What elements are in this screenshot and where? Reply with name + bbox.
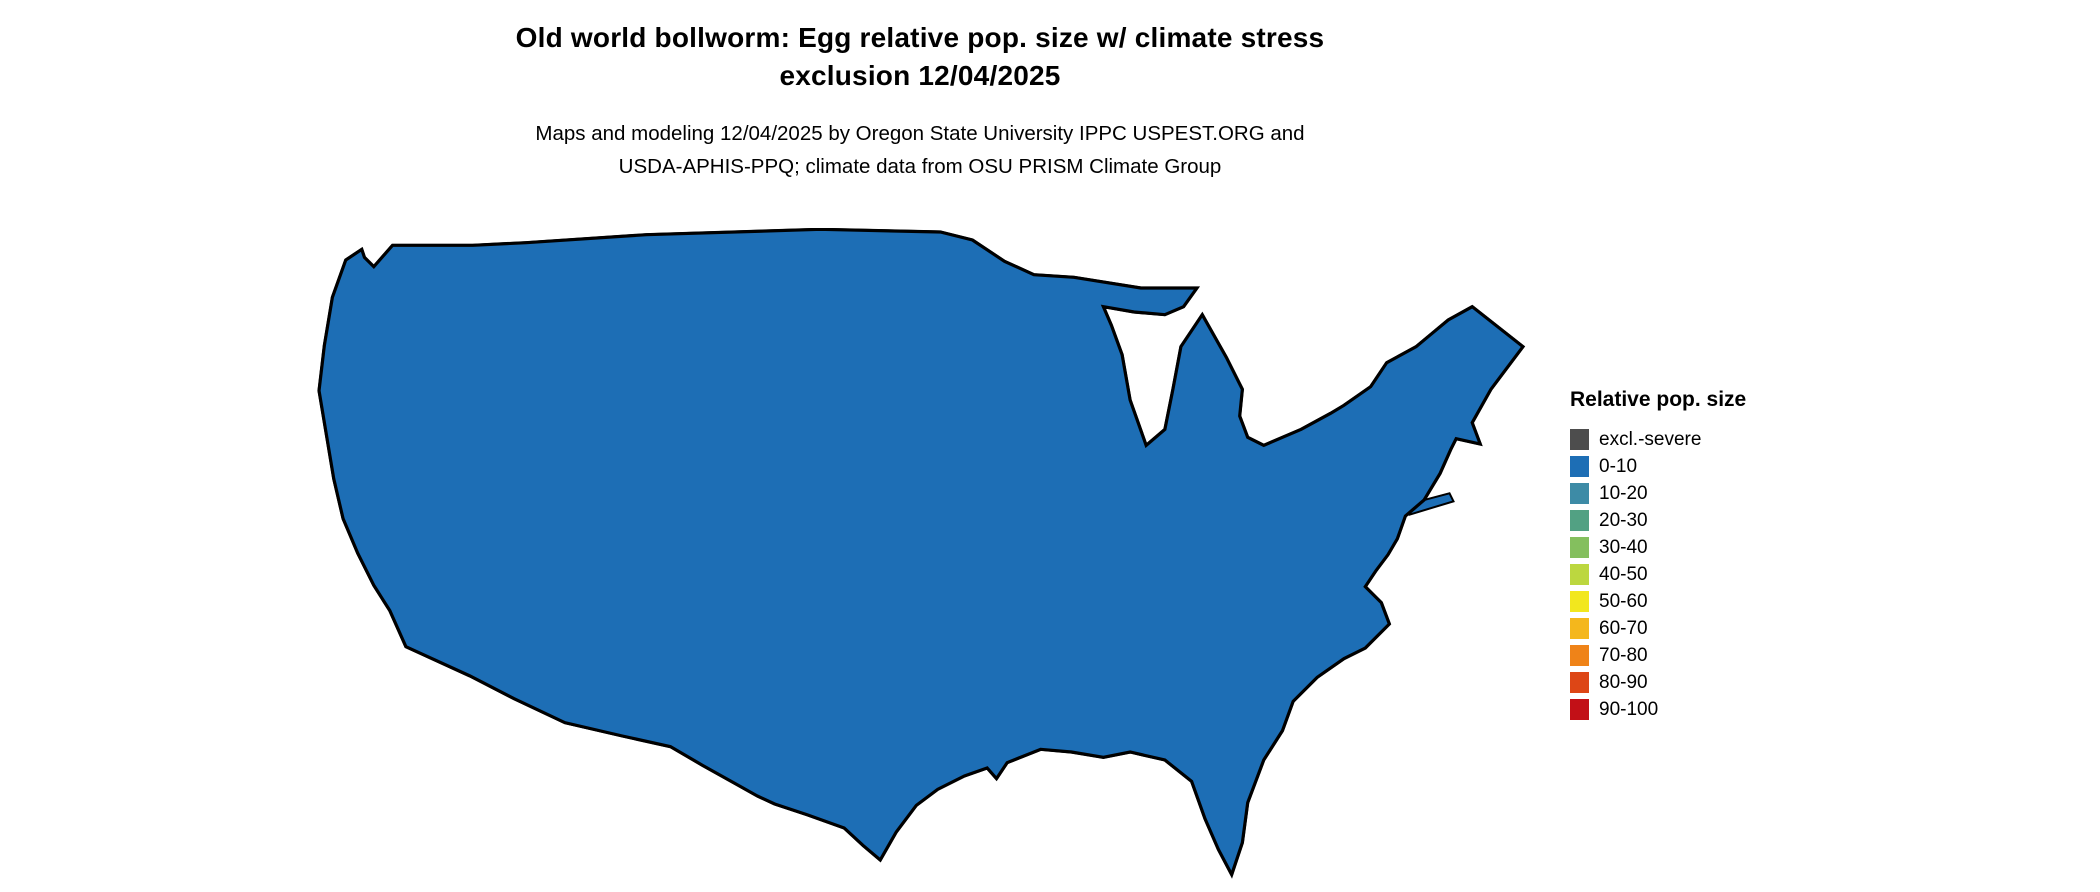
legend-swatch bbox=[1570, 591, 1589, 612]
legend-item: 40-50 bbox=[1570, 561, 1810, 588]
legend-swatch bbox=[1570, 537, 1589, 558]
us-map-svg bbox=[317, 227, 1525, 877]
legend-label: 70-80 bbox=[1599, 645, 1648, 666]
legend-swatch bbox=[1570, 618, 1589, 639]
legend-label: 20-30 bbox=[1599, 510, 1648, 531]
legend-label: 60-70 bbox=[1599, 618, 1648, 639]
legend-item: 90-100 bbox=[1570, 696, 1810, 723]
legend-swatch bbox=[1570, 483, 1589, 504]
legend-label: 30-40 bbox=[1599, 537, 1648, 558]
page-title-line1: Old world bollworm: Egg relative pop. si… bbox=[515, 22, 1325, 53]
legend-swatch bbox=[1570, 564, 1589, 585]
legend-title: Relative pop. size bbox=[1570, 388, 1747, 411]
page-title-line2: exclusion 12/04/2025 bbox=[779, 60, 1061, 91]
legend-item: 50-60 bbox=[1570, 588, 1810, 615]
legend-swatch bbox=[1570, 645, 1589, 666]
legend-item: 30-40 bbox=[1570, 534, 1810, 561]
legend-item: 60-70 bbox=[1570, 615, 1810, 642]
legend-swatch bbox=[1570, 429, 1589, 450]
legend: Relative pop. size excl.-severe 0-10 10-… bbox=[1570, 388, 1810, 723]
legend-item: 0-10 bbox=[1570, 453, 1810, 480]
legend-label: 10-20 bbox=[1599, 483, 1648, 504]
legend-item: 10-20 bbox=[1570, 480, 1810, 507]
us-map bbox=[311, 227, 1527, 884]
legend-swatch bbox=[1570, 456, 1589, 477]
legend-label: 0-10 bbox=[1599, 456, 1638, 477]
legend-item: excl.-severe bbox=[1570, 426, 1810, 453]
legend-item: 80-90 bbox=[1570, 669, 1810, 696]
legend-label: 90-100 bbox=[1599, 699, 1659, 720]
page-subtitle-line2: USDA-APHIS-PPQ; climate data from OSU PR… bbox=[618, 155, 1222, 178]
legend-item: 20-30 bbox=[1570, 507, 1810, 534]
legend-swatch bbox=[1570, 672, 1589, 693]
legend-label: 50-60 bbox=[1599, 591, 1648, 612]
legend-swatch bbox=[1570, 699, 1589, 720]
page-subtitle-line1: Maps and modeling 12/04/2025 by Oregon S… bbox=[535, 122, 1305, 145]
legend-item: 70-80 bbox=[1570, 642, 1810, 669]
legend-label: excl.-severe bbox=[1599, 429, 1702, 450]
us-outline-stroke bbox=[317, 227, 1525, 877]
legend-swatch bbox=[1570, 510, 1589, 531]
legend-label: 40-50 bbox=[1599, 564, 1648, 585]
legend-label: 80-90 bbox=[1599, 672, 1648, 693]
